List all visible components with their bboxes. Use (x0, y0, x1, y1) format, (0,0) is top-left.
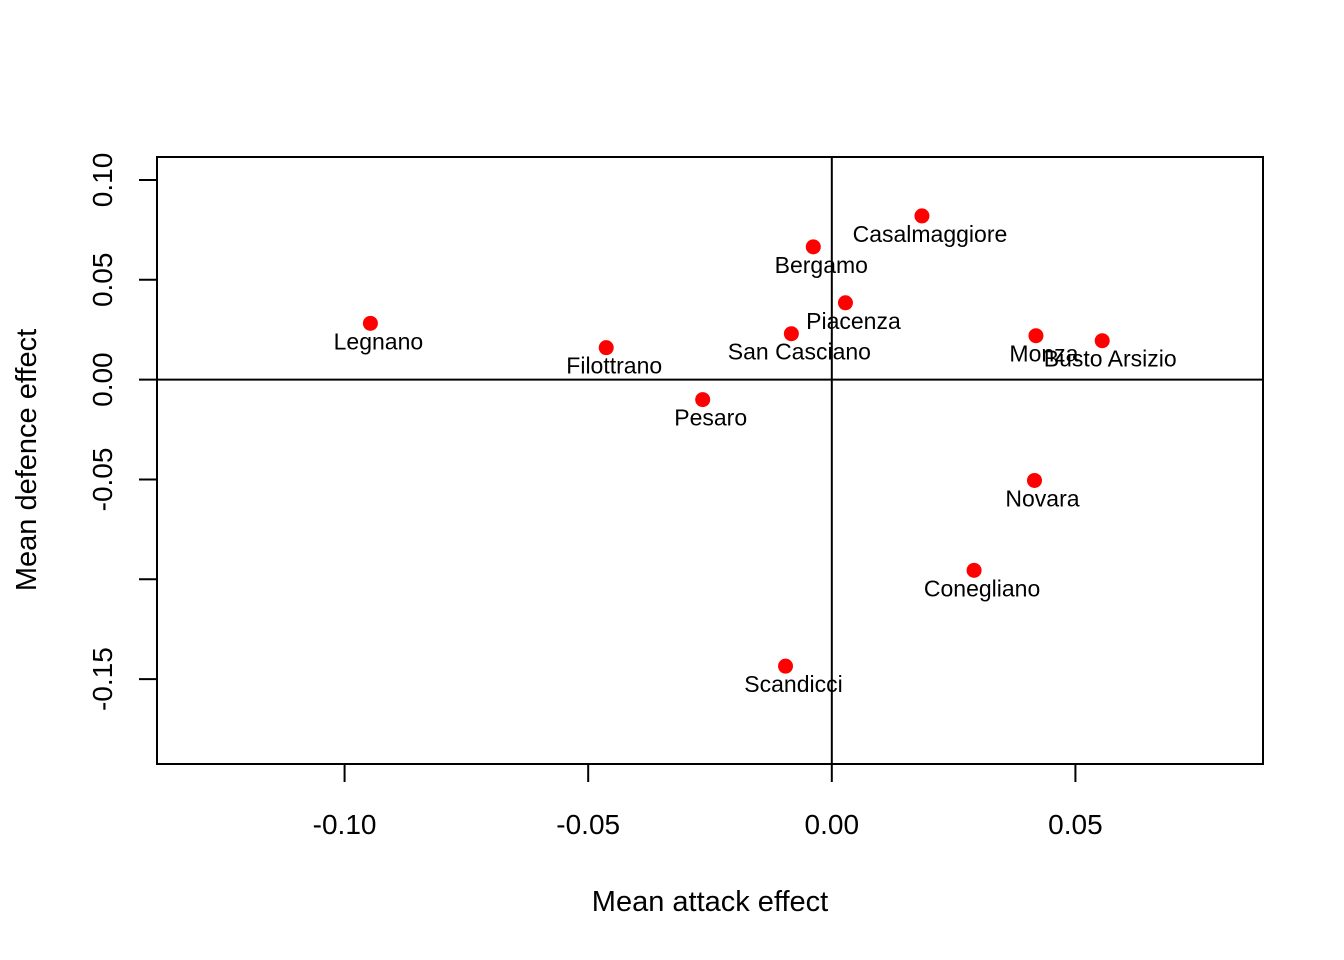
point-label: Legnano (334, 328, 424, 354)
data-point (362, 315, 378, 331)
y-tick-label: 0.10 (87, 153, 118, 208)
data-point (598, 340, 614, 356)
data-point (778, 658, 794, 674)
y-axis-title: Mean defence effect (11, 329, 43, 591)
data-point (1028, 328, 1044, 344)
point-label: Bergamo (775, 252, 868, 278)
y-tick-label: -0.15 (87, 647, 118, 711)
data-point (695, 392, 711, 408)
point-label: Casalmaggiore (853, 221, 1008, 247)
data-point (914, 208, 930, 224)
data-point (805, 239, 821, 255)
data-point (1026, 472, 1042, 488)
data-point (783, 326, 799, 342)
point-label: Conegliano (924, 575, 1040, 601)
y-tick-label: 0.05 (87, 253, 118, 308)
point-label: San Casciano (728, 339, 871, 365)
data-point (966, 562, 982, 578)
point-label: Busto Arsizio (1044, 346, 1177, 372)
y-tick-label: -0.05 (87, 448, 118, 512)
x-tick-label: 0.05 (1048, 809, 1103, 840)
y-tick-label: 0.00 (87, 352, 118, 407)
x-tick-label: 0.00 (805, 809, 860, 840)
plot-frame (156, 156, 1264, 765)
point-label: Pesaro (674, 405, 747, 431)
point-label: Monza (1009, 341, 1078, 367)
point-label: Piacenza (806, 308, 901, 334)
x-tick-label: -0.10 (313, 809, 377, 840)
point-label: Filottrano (566, 353, 662, 379)
data-point (837, 295, 853, 311)
x-axis-title: Mean attack effect (592, 886, 828, 918)
x-tick-label: -0.05 (556, 809, 620, 840)
data-point (1094, 333, 1110, 349)
point-label: Novara (1005, 485, 1079, 511)
point-label: Scandicci (744, 671, 842, 697)
